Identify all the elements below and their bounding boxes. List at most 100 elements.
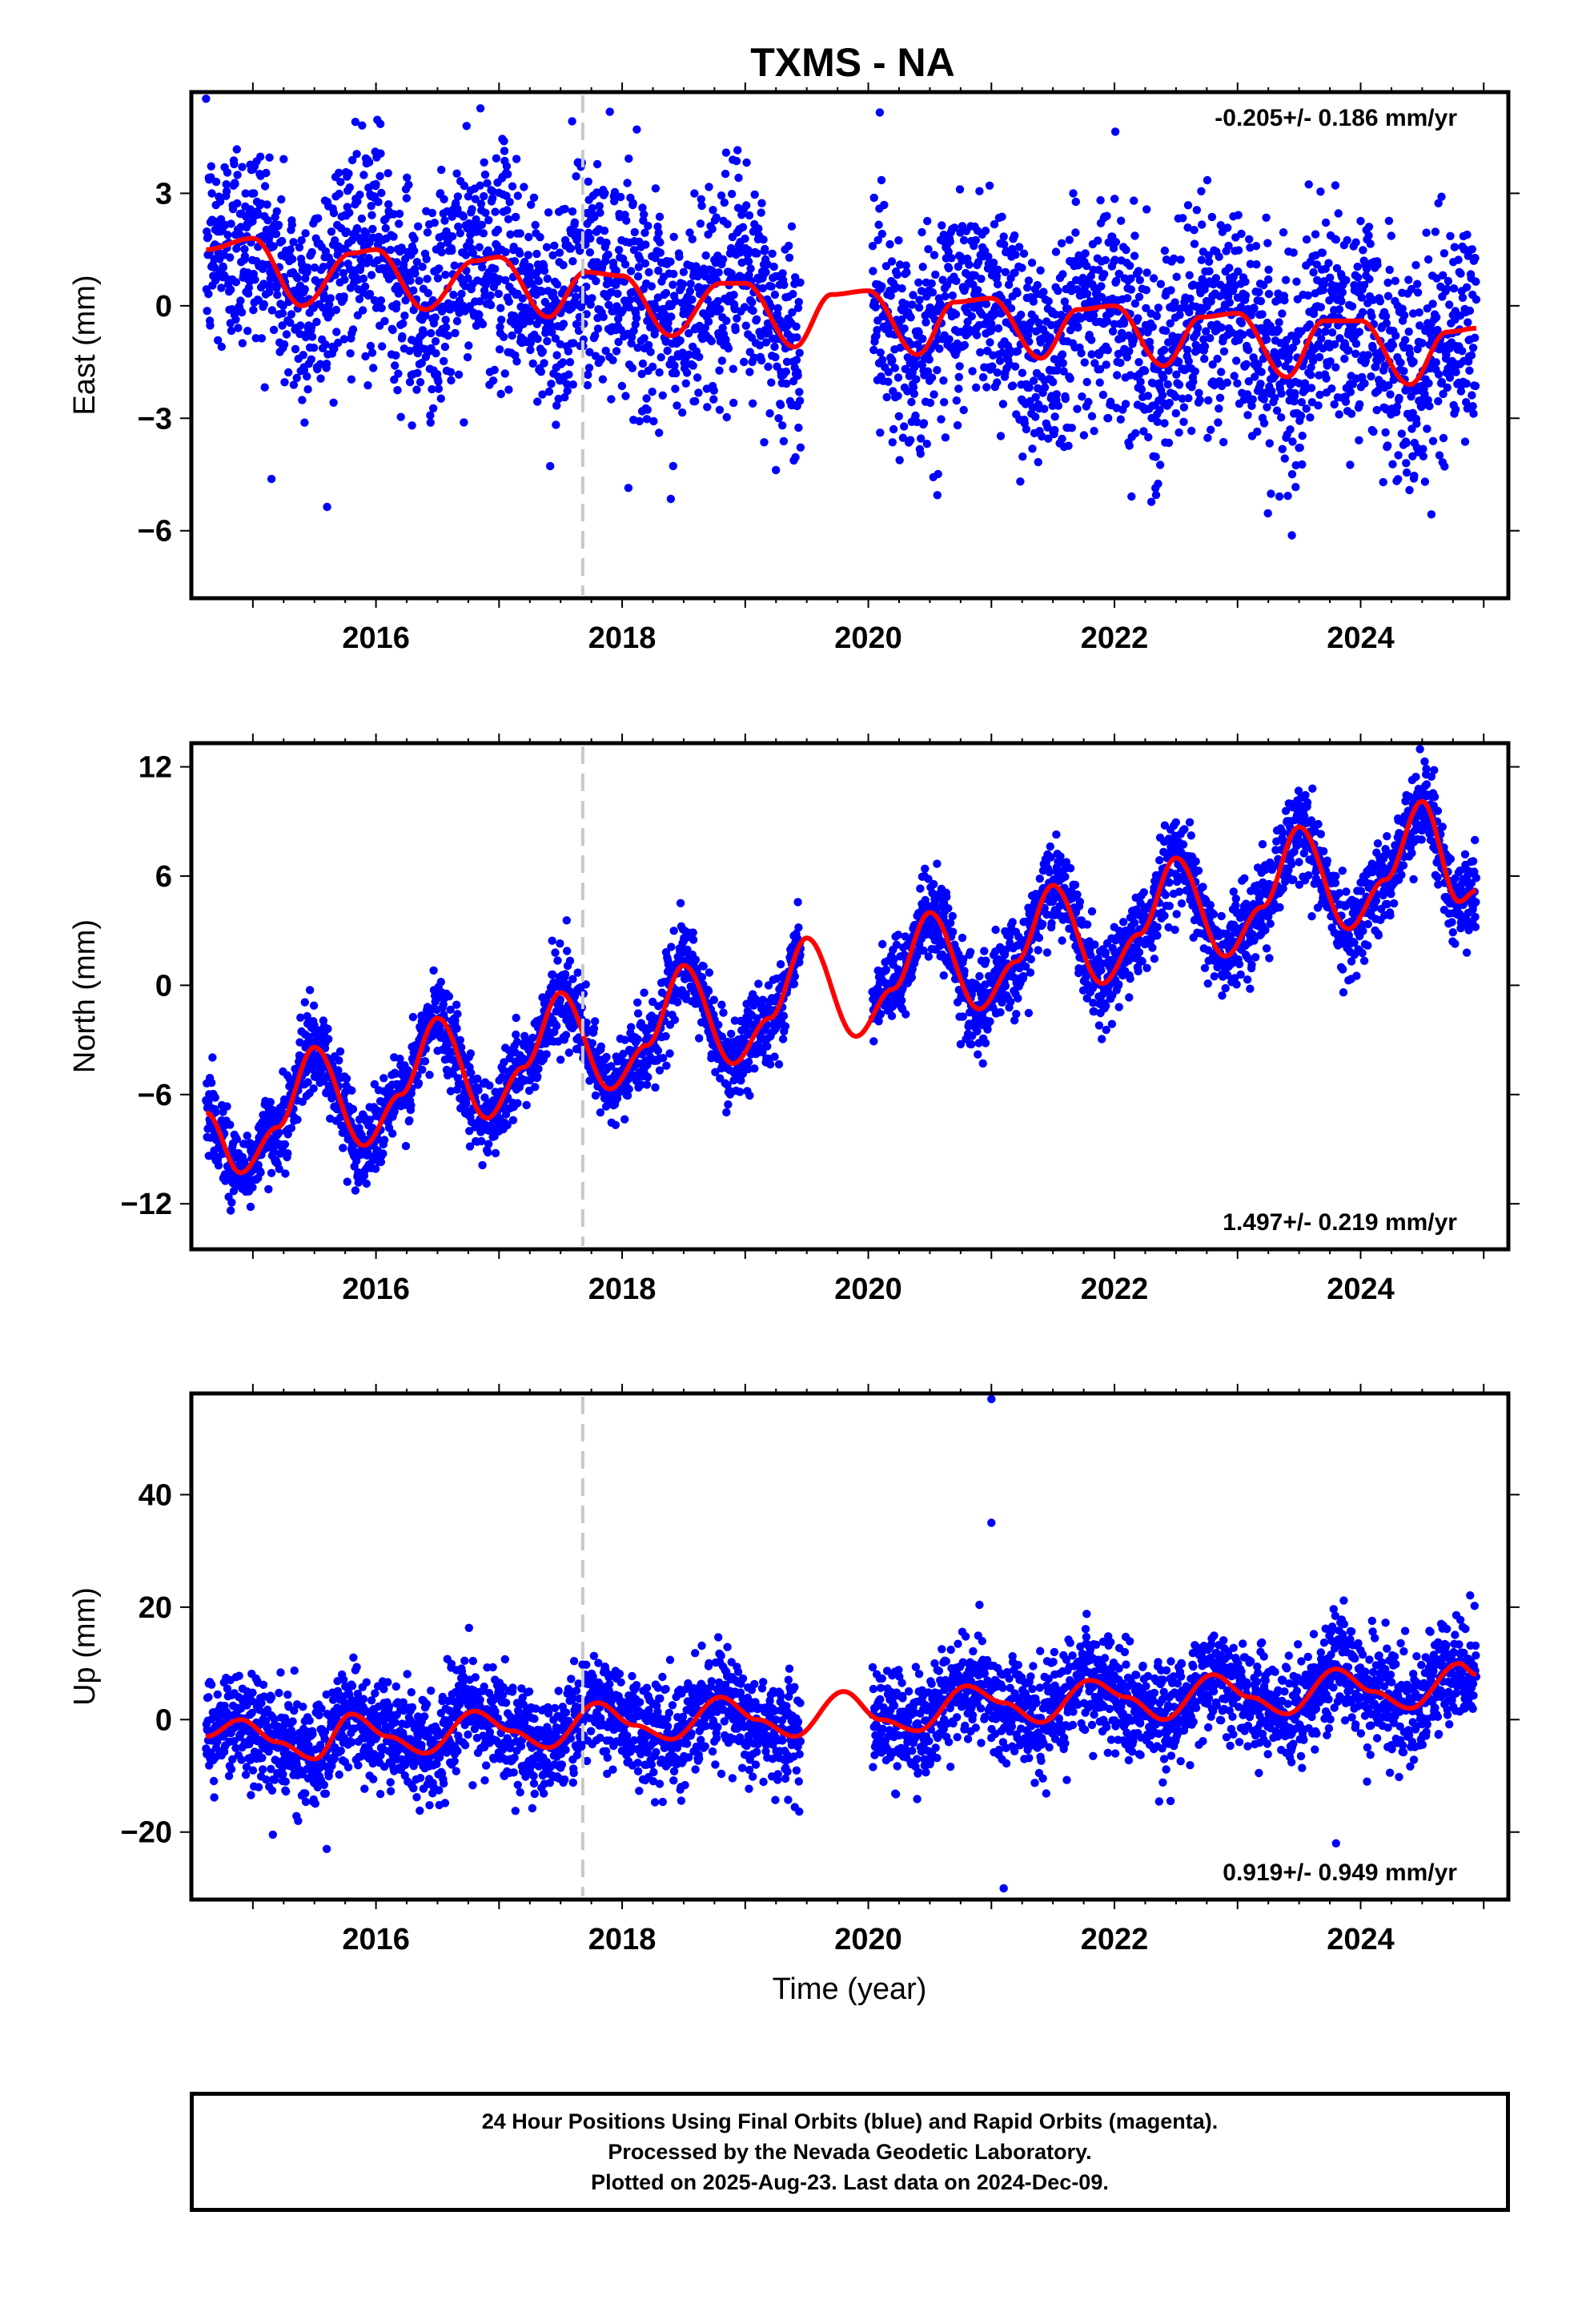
east-data-point <box>1344 346 1353 355</box>
east-data-point <box>1135 275 1145 284</box>
east-data-point <box>204 289 213 299</box>
east-data-point <box>613 289 622 298</box>
east-data-point <box>533 397 542 406</box>
east-data-point <box>1082 289 1092 299</box>
east-data-point <box>893 392 902 400</box>
east-data-point <box>1360 379 1369 388</box>
east-data-point <box>1402 439 1411 448</box>
east-data-point <box>768 249 777 258</box>
east-data-point <box>491 207 500 216</box>
east-data-point <box>1297 398 1307 407</box>
east-data-point <box>1004 280 1014 289</box>
east-data-point <box>332 328 341 336</box>
east-data-point <box>1185 271 1194 279</box>
east-data-point <box>1280 454 1290 463</box>
east-data-point <box>1420 477 1430 486</box>
east-data-point <box>1031 412 1040 421</box>
east-data-point <box>1096 195 1105 205</box>
east-data-point <box>1224 241 1233 251</box>
east-data-point <box>688 295 697 304</box>
east-data-point <box>903 387 912 396</box>
east-data-point <box>362 228 371 238</box>
east-data-point <box>640 259 650 268</box>
east-data-point <box>624 303 633 312</box>
east-data-point <box>321 340 330 349</box>
north-data-point <box>420 1057 430 1066</box>
east-data-point <box>426 418 435 427</box>
east-data-point <box>967 312 977 321</box>
east-data-point <box>745 211 754 220</box>
east-data-point <box>893 373 903 382</box>
east-data-point <box>922 440 932 448</box>
east-data-point <box>1330 340 1339 349</box>
east-data-point <box>572 292 580 302</box>
east-data-point <box>1272 406 1282 415</box>
east-data-point <box>612 266 620 275</box>
east-data-point <box>572 172 580 181</box>
east-data-point <box>280 378 289 387</box>
east-data-point <box>440 342 450 352</box>
north-data-point <box>429 966 438 975</box>
east-data-point <box>1082 377 1091 387</box>
east-data-point <box>534 276 544 286</box>
east-data-point <box>1412 419 1421 428</box>
east-data-point <box>1065 235 1074 244</box>
north-data-point <box>408 1012 418 1022</box>
east-data-point <box>704 317 713 326</box>
east-data-point <box>344 169 353 178</box>
east-data-point <box>694 388 703 397</box>
north-data-point <box>208 1053 217 1062</box>
east-data-point <box>1060 297 1070 306</box>
east-data-point <box>1467 351 1476 360</box>
east-data-point <box>874 220 883 229</box>
north-data-point <box>266 1098 275 1107</box>
east-data-point <box>933 366 942 375</box>
east-data-point <box>738 223 748 231</box>
east-data-point <box>329 398 338 407</box>
north-data-point <box>283 1149 292 1158</box>
east-data-point <box>795 348 804 357</box>
east-data-point <box>897 315 906 324</box>
east-data-point <box>565 358 575 367</box>
east-data-point <box>299 351 307 360</box>
east-data-point <box>413 368 422 377</box>
east-data-point <box>648 388 656 396</box>
east-data-point <box>630 227 639 237</box>
east-data-point <box>1234 246 1243 255</box>
north-data-point <box>602 1052 611 1062</box>
east-data-point <box>908 300 917 309</box>
east-data-point <box>367 348 377 357</box>
east-data-point <box>1148 322 1158 332</box>
east-data-point <box>560 393 569 402</box>
north-data-point <box>563 947 572 955</box>
east-data-point <box>617 381 627 391</box>
east-data-point <box>599 312 608 321</box>
east-data-point <box>987 320 996 328</box>
east-data-point <box>402 194 412 203</box>
east-data-point <box>263 200 271 209</box>
east-data-point <box>441 271 450 279</box>
north-data-point <box>425 1071 434 1080</box>
east-data-point <box>917 287 926 296</box>
east-data-point <box>745 368 754 376</box>
east-data-point <box>1143 392 1153 400</box>
north-data-point <box>591 1017 600 1026</box>
east-data-point <box>1202 327 1211 336</box>
east-data-point <box>918 334 927 344</box>
east-data-point <box>232 145 241 154</box>
east-data-point <box>508 331 516 340</box>
east-data-point <box>1332 263 1342 273</box>
east-data-point <box>544 387 554 396</box>
east-data-point <box>628 199 637 207</box>
east-data-point <box>742 201 751 210</box>
east-data-point <box>1243 390 1252 399</box>
east-rate-label: -0.205+/- 0.186 mm/yr <box>1215 105 1457 131</box>
east-data-point <box>400 312 409 320</box>
east-data-point <box>512 155 521 163</box>
east-data-point <box>727 190 737 199</box>
east-data-point <box>681 379 690 388</box>
east-data-point <box>1089 311 1098 320</box>
north-data-point <box>362 1179 371 1188</box>
east-data-point <box>1097 282 1106 291</box>
east-data-point <box>761 267 770 277</box>
